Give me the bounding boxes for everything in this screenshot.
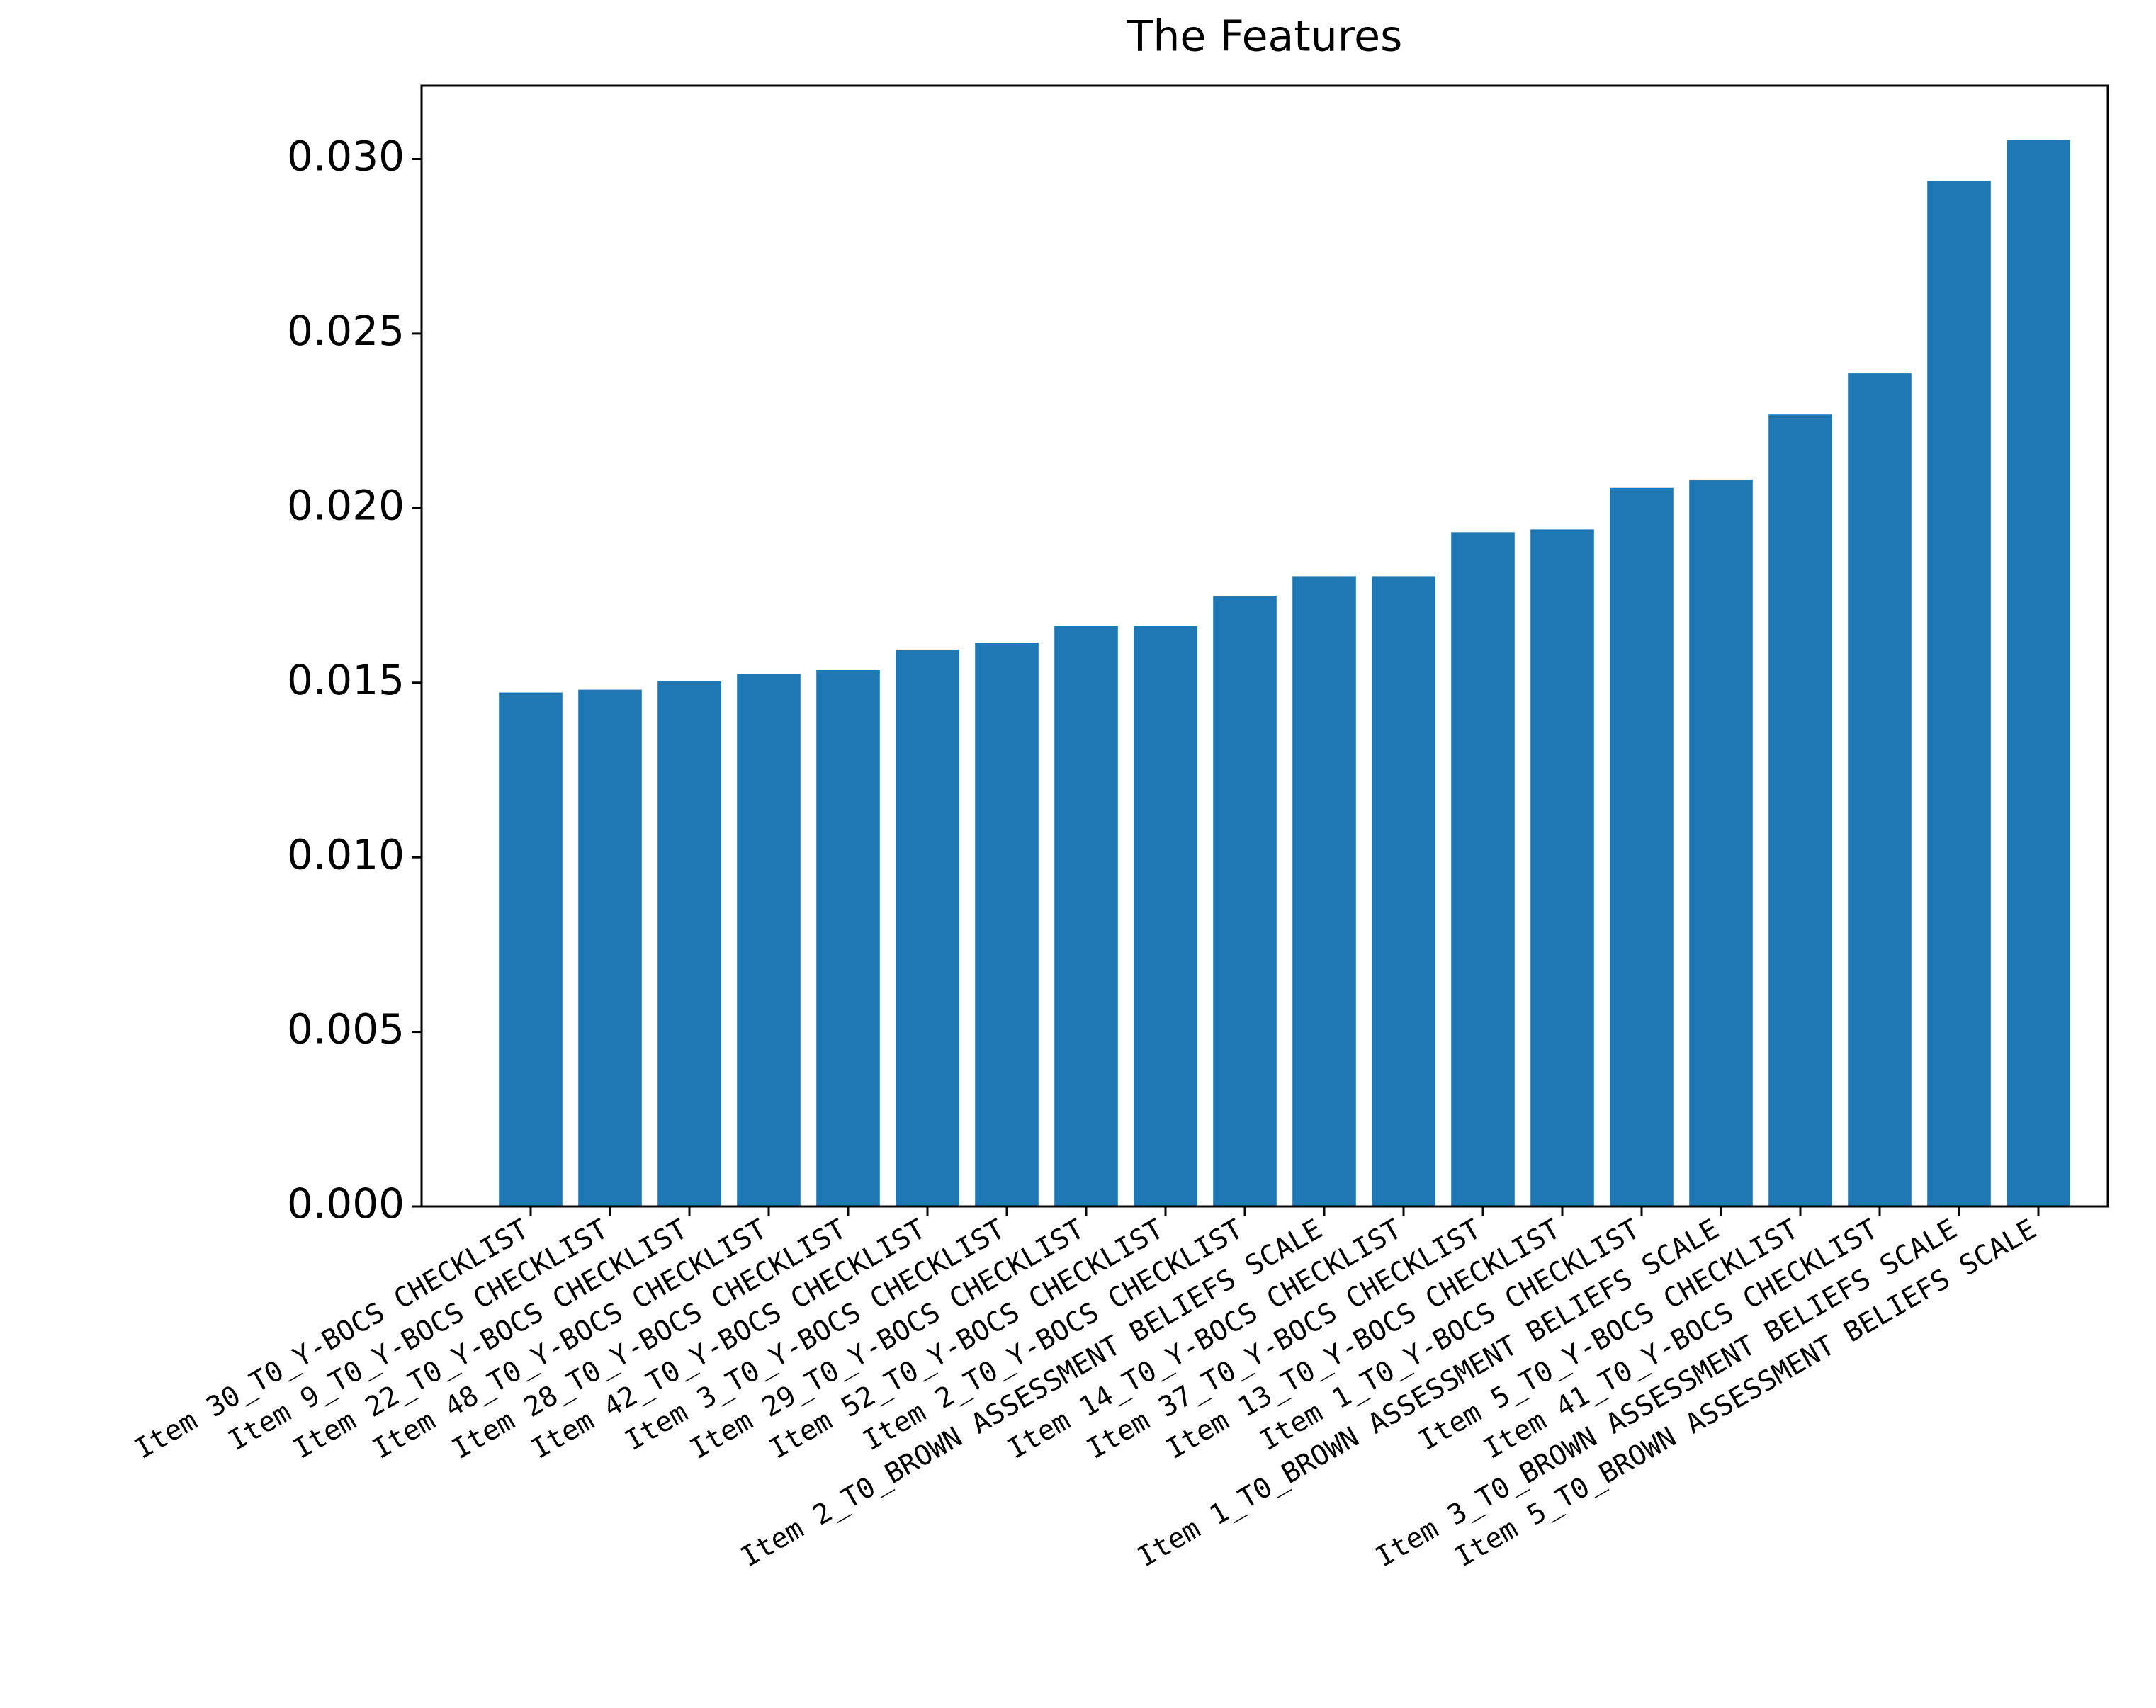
bar xyxy=(578,689,642,1206)
bar xyxy=(1292,576,1356,1206)
bar xyxy=(2007,140,2070,1206)
bar xyxy=(1372,576,1435,1206)
bar xyxy=(1689,479,1753,1207)
bar xyxy=(896,649,959,1206)
y-tick-label: 0.030 xyxy=(287,132,405,181)
y-tick-label: 0.025 xyxy=(287,307,405,355)
bar xyxy=(1530,529,1594,1206)
bar xyxy=(657,681,721,1206)
bar xyxy=(975,643,1039,1206)
y-tick-label: 0.000 xyxy=(287,1180,405,1228)
bar xyxy=(1451,532,1515,1206)
y-tick-label: 0.015 xyxy=(287,656,405,704)
y-tick-label: 0.005 xyxy=(287,1005,405,1053)
chart-title: The Features xyxy=(1127,12,1403,62)
bar xyxy=(1848,373,1912,1206)
bar xyxy=(1927,181,1991,1206)
y-tick-label: 0.020 xyxy=(287,481,405,529)
bar xyxy=(816,670,880,1206)
bar xyxy=(499,692,563,1206)
bar xyxy=(1054,626,1118,1206)
bar xyxy=(1610,487,1674,1206)
plot-frame xyxy=(420,84,2109,1208)
bar xyxy=(737,674,801,1206)
bar xyxy=(1134,626,1197,1206)
bar xyxy=(1768,414,1832,1206)
y-tick-label: 0.010 xyxy=(287,830,405,878)
bar xyxy=(1213,596,1277,1206)
